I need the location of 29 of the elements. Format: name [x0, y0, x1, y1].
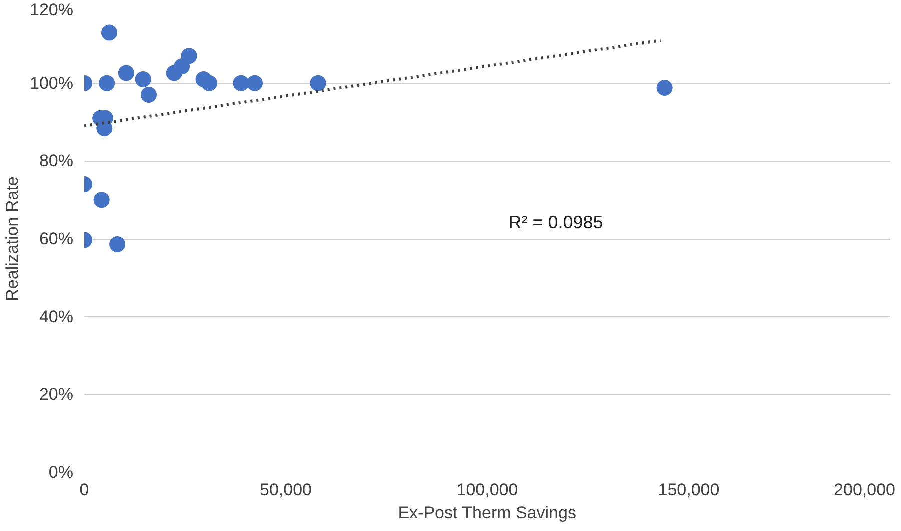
point: [310, 75, 326, 92]
x-tick-label: 50,000: [260, 480, 312, 500]
point: [135, 71, 152, 88]
y-axis-title: Realization Rate: [3, 176, 22, 302]
point: [118, 65, 134, 82]
point: [656, 80, 673, 96]
point: [246, 75, 263, 92]
y-tick-label: 20%: [39, 385, 74, 404]
y-tick-label: 0%: [48, 463, 74, 482]
y-tick-label: 60%: [39, 230, 74, 248]
y-tick-label: 100%: [30, 74, 74, 93]
x-axis-title: Ex-Post Therm Savings: [398, 504, 576, 522]
annotation: R² = 0.0985: [508, 212, 604, 233]
point: [201, 75, 218, 92]
point: [94, 192, 110, 208]
y-tick-label: 40%: [39, 307, 74, 326]
point: [181, 48, 198, 64]
point: [174, 58, 190, 75]
x-tick-label: 100,000: [456, 480, 518, 500]
point: [110, 236, 126, 252]
x-tick-label: 0: [80, 480, 90, 500]
y-tick-label: 120%: [30, 0, 74, 20]
point: [101, 24, 118, 41]
y-tick-label: 80%: [39, 152, 74, 171]
x-tick-label: 150,000: [658, 480, 720, 500]
point: [233, 75, 250, 92]
point: [99, 75, 116, 92]
point: [140, 87, 157, 103]
x-tick-label: 200,000: [834, 480, 896, 500]
